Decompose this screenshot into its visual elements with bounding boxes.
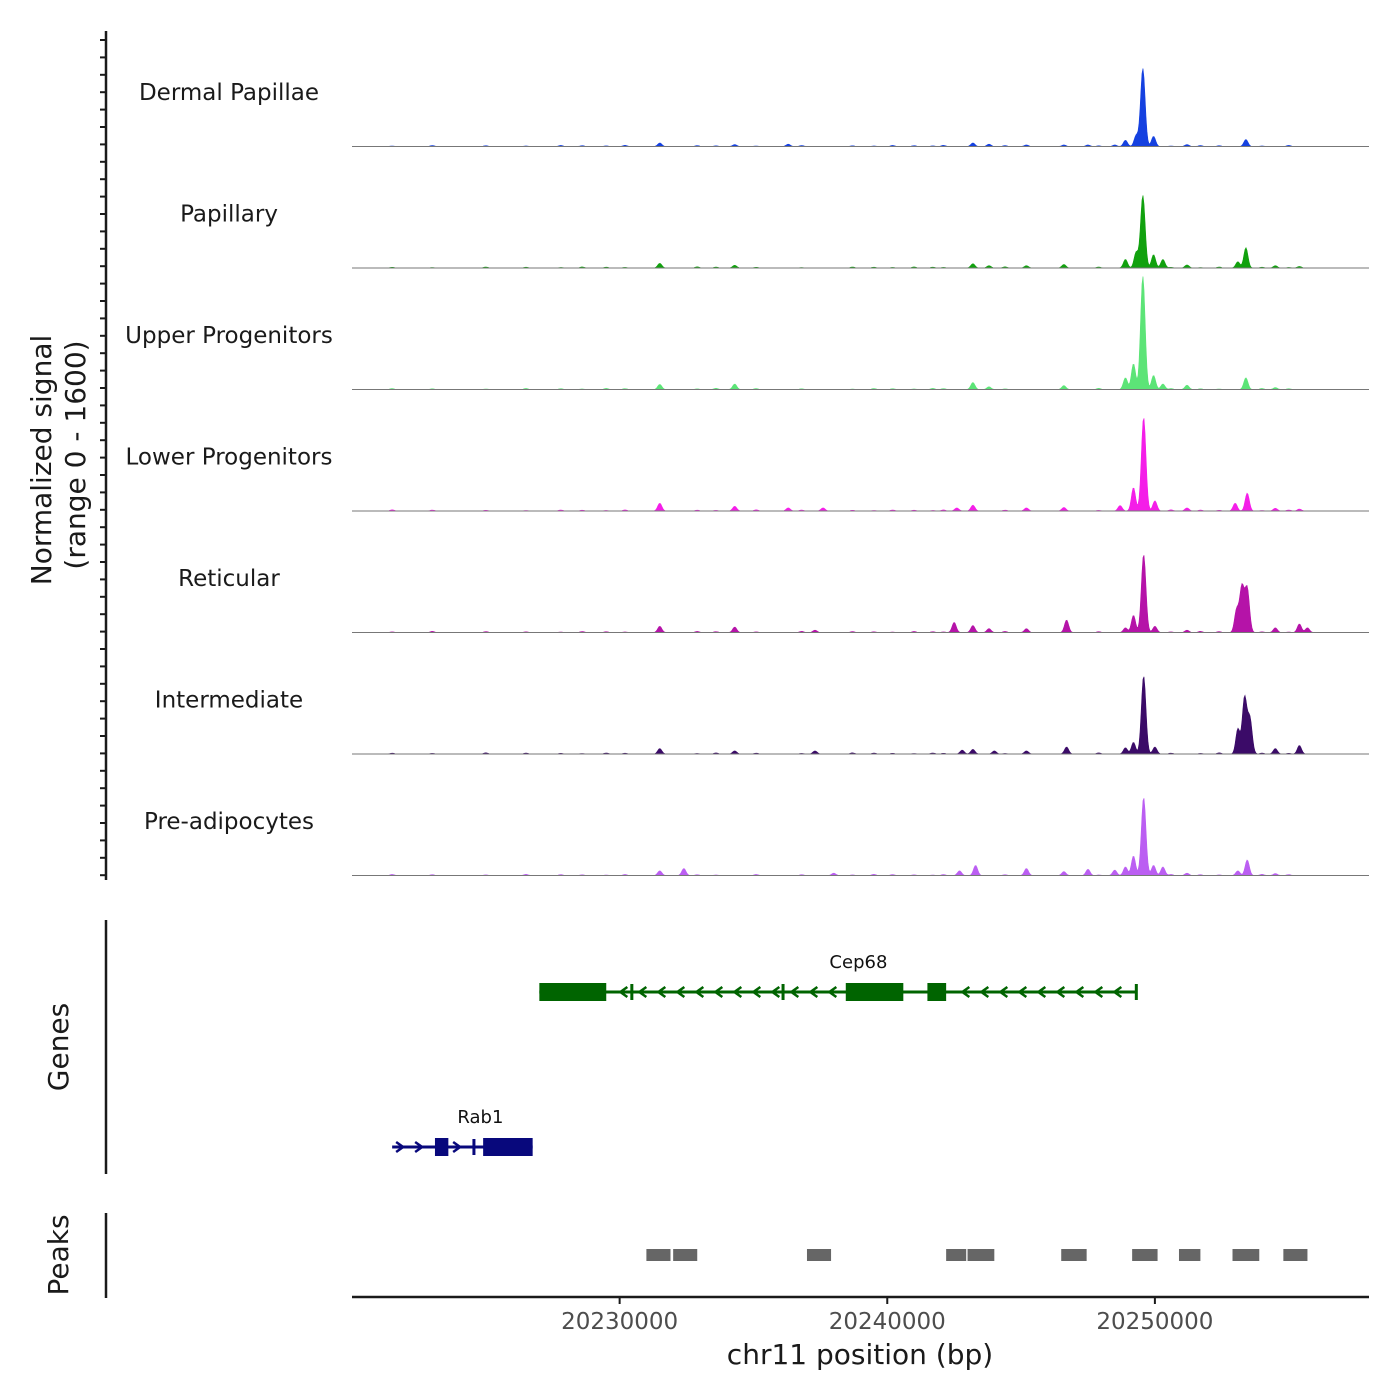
gene-label: Rab1 — [457, 1107, 503, 1128]
track-label: Intermediate — [155, 688, 303, 714]
peak-region — [967, 1249, 995, 1261]
strand-chevron — [789, 985, 800, 999]
strand-chevron — [713, 985, 724, 999]
strand-chevron — [694, 985, 705, 999]
x-tick-label: 20240000 — [829, 1309, 946, 1335]
exon — [630, 984, 634, 1000]
strand-chevron — [1112, 985, 1123, 999]
strand-chevron — [1093, 985, 1104, 999]
peaks-axis-label: Peaks — [42, 1214, 75, 1295]
genes-axis-label: Genes — [42, 1003, 75, 1091]
strand-chevron — [637, 985, 648, 999]
signal-y-axis-ticks — [100, 39, 106, 877]
strand-chevron — [452, 1140, 463, 1154]
exon — [472, 1139, 476, 1155]
x-tick-label: 20250000 — [1096, 1309, 1213, 1335]
signal-y-axis-title-line2: (range 0 - 1600) — [59, 340, 92, 569]
signal-track: Lower Progenitors — [126, 418, 1369, 512]
signal-area — [352, 418, 1369, 512]
peak-region — [1178, 1249, 1201, 1261]
strand-chevron — [808, 985, 819, 999]
signal-track: Intermediate — [155, 676, 1369, 755]
strand-chevron — [960, 985, 971, 999]
signal-track: Pre-adipocytes — [144, 798, 1369, 876]
strand-chevron — [732, 985, 743, 999]
peak-region — [673, 1249, 698, 1261]
track-label: Lower Progenitors — [126, 445, 333, 471]
strand-chevron — [656, 985, 667, 999]
signal-area — [352, 676, 1369, 755]
strand-chevron — [395, 1140, 406, 1154]
gene-annotation-track: Cep68 Rab1 — [392, 952, 1138, 1156]
signal-tracks: Dermal Papillae Papillary Upper Progenitor… — [125, 68, 1369, 876]
exon — [1134, 984, 1138, 1000]
peak-region — [1061, 1249, 1087, 1261]
peak-region — [1232, 1249, 1260, 1261]
peak-region — [946, 1249, 967, 1261]
signal-area — [352, 68, 1369, 147]
strand-chevron — [827, 985, 838, 999]
x-axis-title: chr11 position (bp) — [727, 1338, 993, 1371]
peak-region — [1283, 1249, 1308, 1261]
strand-chevron — [979, 985, 990, 999]
strand-chevron — [1036, 985, 1047, 999]
signal-track: Upper Progenitors — [125, 276, 1369, 390]
signal-track: Papillary — [180, 195, 1369, 269]
gene-label: Cep68 — [829, 952, 887, 973]
signal-track: Reticular — [178, 555, 1369, 633]
track-label: Reticular — [178, 566, 280, 592]
signal-y-axis-title-line1: Normalized signal — [25, 335, 58, 586]
exon — [781, 984, 785, 1000]
exon — [434, 1138, 449, 1156]
track-label: Pre-adipocytes — [144, 809, 314, 835]
signal-area — [352, 195, 1369, 269]
strand-chevron — [751, 985, 762, 999]
gene: Rab1 — [392, 1107, 533, 1156]
strand-chevron — [618, 985, 629, 999]
exon — [483, 1138, 533, 1156]
x-tick-label: 20230000 — [561, 1309, 678, 1335]
x-axis-ticks: 20230000 20240000 20250000 — [561, 1297, 1213, 1335]
exon — [539, 983, 607, 1001]
peak-region — [806, 1249, 832, 1261]
signal-track: Dermal Papillae — [139, 68, 1369, 147]
peak-region-track — [646, 1249, 1308, 1261]
gene: Cep68 — [539, 952, 1138, 1001]
strand-chevron — [414, 1140, 425, 1154]
strand-chevron — [1074, 985, 1085, 999]
signal-area — [352, 276, 1369, 390]
peak-region — [646, 1249, 671, 1261]
peak-region — [1132, 1249, 1158, 1261]
track-label: Papillary — [180, 202, 278, 228]
strand-chevron — [998, 985, 1009, 999]
track-label: Dermal Papillae — [139, 80, 319, 106]
signal-area — [352, 555, 1369, 633]
exon — [927, 983, 947, 1001]
strand-chevron — [770, 985, 781, 999]
strand-chevron — [1017, 985, 1028, 999]
exon — [845, 983, 904, 1001]
track-label: Upper Progenitors — [125, 323, 333, 349]
signal-area — [352, 798, 1369, 876]
strand-chevron — [1055, 985, 1066, 999]
strand-chevron — [675, 985, 686, 999]
